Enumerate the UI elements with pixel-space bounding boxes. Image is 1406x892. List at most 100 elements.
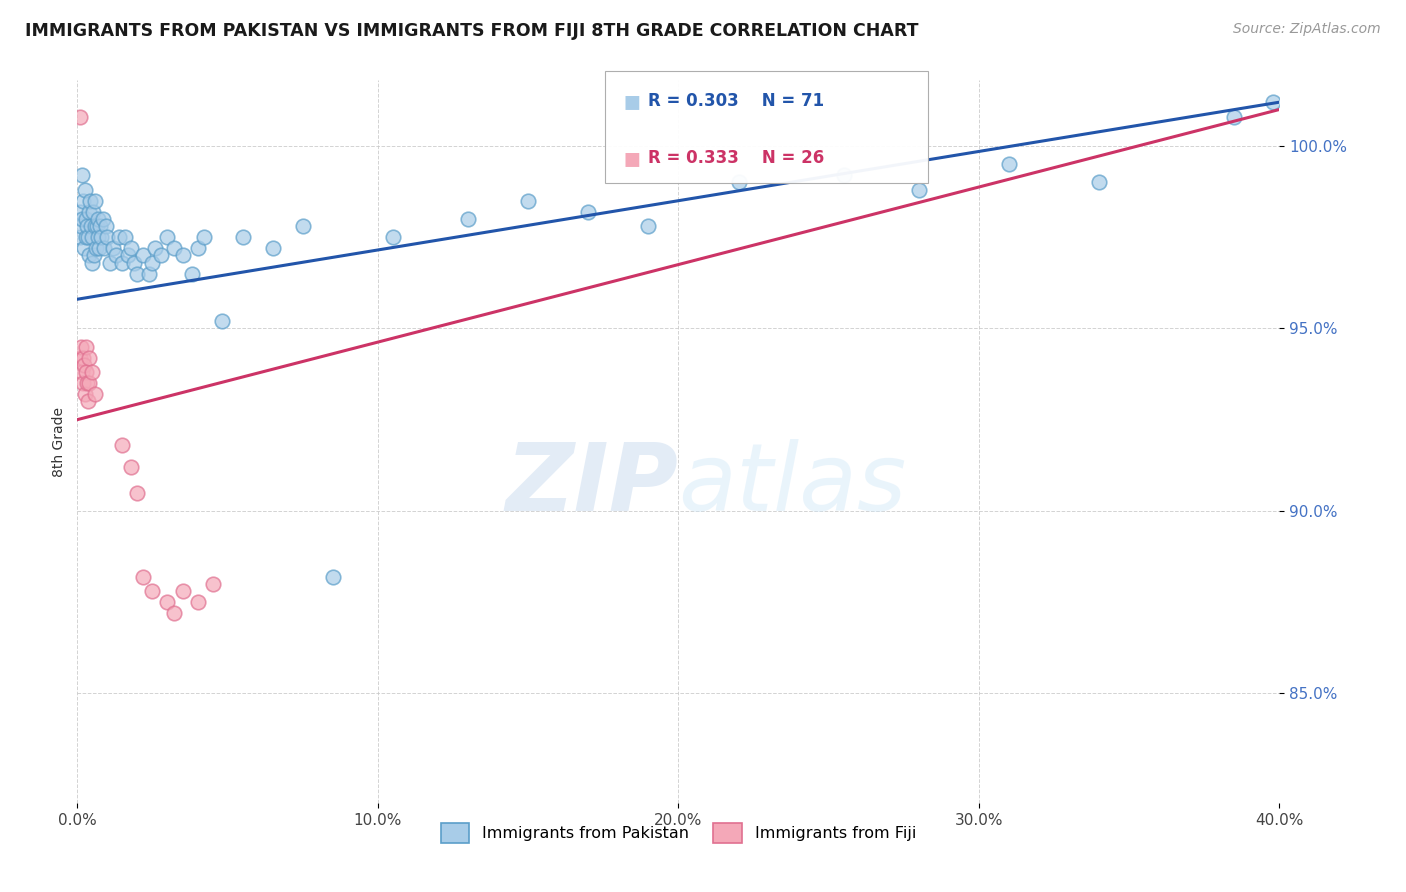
Point (180, 267, 202, 281)
Point (84, 387, 107, 401)
Point (84, 241, 107, 255)
Point (76, 219, 98, 234)
Text: Source: ZipAtlas.com: Source: ZipAtlas.com (1233, 22, 1381, 37)
Point (105, 248, 128, 262)
Point (117, 248, 139, 262)
Text: IMMIGRANTS FROM PAKISTAN VS IMMIGRANTS FROM FIJI 8TH GRADE CORRELATION CHART: IMMIGRANTS FROM PAKISTAN VS IMMIGRANTS F… (25, 22, 918, 40)
Point (156, 230, 179, 244)
Point (132, 248, 155, 262)
Point (381, 230, 404, 244)
Point (193, 230, 215, 244)
Point (127, 485, 149, 500)
Point (89, 219, 111, 234)
Point (162, 606, 184, 620)
Point (83, 248, 105, 262)
Point (72, 376, 94, 391)
Point (77, 204, 100, 219)
Point (132, 569, 155, 583)
Point (1263, 95, 1285, 110)
Text: ▪: ▪ (623, 87, 641, 115)
Point (82, 365, 104, 379)
Point (72, 194, 94, 208)
Point (72, 168, 94, 182)
Point (150, 248, 173, 262)
Point (103, 241, 125, 255)
Point (72, 351, 94, 365)
Point (1223, 110, 1246, 124)
Point (576, 204, 599, 219)
Point (87, 230, 110, 244)
Point (69, 204, 91, 219)
Point (120, 460, 142, 475)
Point (141, 256, 163, 270)
Point (111, 256, 134, 270)
Point (73, 183, 96, 197)
Text: ▪: ▪ (623, 144, 641, 172)
Point (517, 194, 540, 208)
Point (111, 438, 134, 452)
Point (76, 230, 98, 244)
Point (232, 230, 254, 244)
Point (108, 230, 131, 244)
Point (186, 241, 209, 255)
Point (162, 241, 184, 255)
Point (82, 204, 104, 219)
Text: R = 0.333    N = 26: R = 0.333 N = 26 (648, 149, 824, 167)
Point (84, 194, 107, 208)
Point (69, 230, 91, 244)
Point (69, 110, 91, 124)
Point (1088, 176, 1111, 190)
Point (322, 569, 344, 583)
Point (93, 241, 115, 255)
Point (114, 230, 136, 244)
Point (70, 219, 93, 234)
Point (262, 241, 284, 255)
Text: R = 0.303    N = 71: R = 0.303 N = 71 (648, 92, 824, 110)
Point (201, 577, 224, 591)
Y-axis label: 8th Grade: 8th Grade (52, 407, 66, 476)
Point (138, 267, 160, 281)
Point (69, 351, 91, 365)
Point (73, 241, 96, 255)
Point (91, 211, 114, 226)
Point (291, 219, 314, 234)
Point (75, 230, 97, 244)
Point (83, 219, 105, 234)
Point (76, 394, 98, 409)
Point (87, 211, 110, 226)
Point (127, 267, 149, 281)
Point (832, 168, 855, 182)
Point (727, 176, 749, 190)
Point (87, 241, 110, 255)
Point (100, 256, 122, 270)
Point (73, 358, 96, 372)
Point (94, 219, 117, 234)
Point (186, 595, 209, 609)
Point (457, 211, 479, 226)
Point (90, 230, 112, 244)
Point (75, 340, 97, 354)
Point (75, 365, 97, 379)
Point (172, 248, 194, 262)
Text: atlas: atlas (679, 440, 907, 531)
Text: ZIP: ZIP (506, 439, 679, 531)
Point (211, 314, 233, 328)
Point (70, 340, 93, 354)
Point (145, 241, 167, 255)
Point (76, 376, 98, 391)
Point (156, 595, 179, 609)
Legend: Immigrants from Pakistan, Immigrants from Fiji: Immigrants from Pakistan, Immigrants fro… (434, 817, 922, 849)
Point (79, 248, 101, 262)
Point (75, 211, 97, 226)
Point (998, 157, 1021, 171)
Point (908, 183, 931, 197)
Point (141, 584, 163, 599)
Point (86, 219, 108, 234)
Point (79, 194, 101, 208)
Point (79, 376, 101, 391)
Point (70, 211, 93, 226)
Point (73, 387, 96, 401)
Point (80, 219, 103, 234)
Point (172, 584, 194, 599)
Point (637, 219, 659, 234)
